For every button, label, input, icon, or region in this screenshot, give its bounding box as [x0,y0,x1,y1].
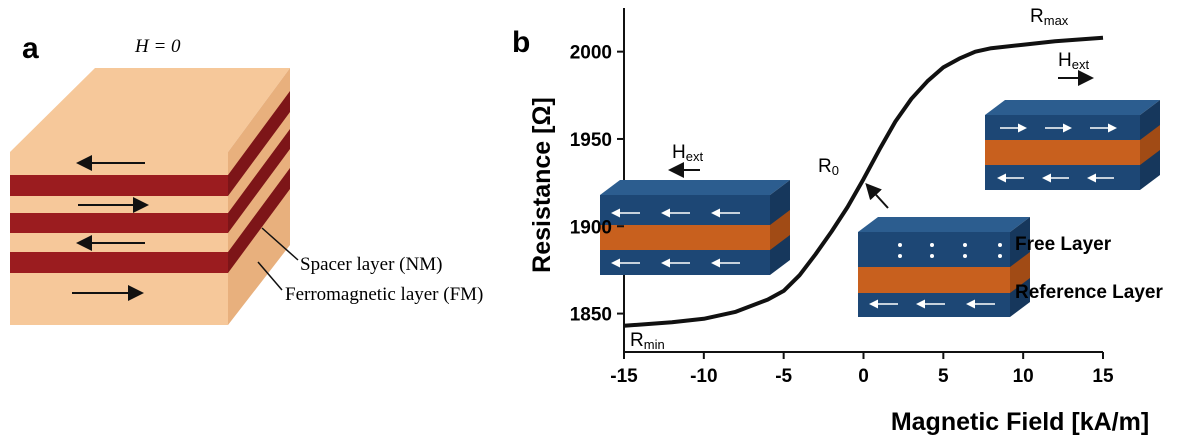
panel-label: a [22,32,39,65]
annotation: Reference Layer [1015,282,1163,303]
x-tick-label: 15 [1092,366,1114,387]
annotation: Rmin [630,330,665,352]
panel-label: b [512,26,530,59]
spacer-label: Spacer layer (NM) [300,254,442,275]
y-tick-label: 1850 [570,305,612,326]
x-axis-title: Magnetic Field [kA/m] [891,408,1149,436]
x-tick-label: 10 [1013,366,1034,387]
inset-left [600,170,790,275]
annotation: Hext [1058,50,1089,72]
inset-right [985,78,1160,190]
annotation: Hext [672,142,703,164]
annotation: Free Layer [1015,234,1112,255]
y-tick-label: 2000 [570,43,612,64]
annotation: Rmax [1030,6,1069,28]
y-axis-title: Resistance [Ω] [528,97,556,273]
layer-stack [10,68,298,325]
y-tick-label: 1950 [570,130,612,151]
x-tick-label: -5 [775,366,792,387]
y-tick-label: 1900 [570,217,612,238]
annotation: R0 [818,156,839,178]
field-label: H = 0 [134,36,181,57]
ferro-label: Ferromagnetic layer (FM) [285,284,483,305]
x-tick-label: 5 [938,366,949,387]
x-tick-label: -15 [610,366,638,387]
figure: a H = 0 Spacer layer (NM) Ferromagnetic … [0,0,1189,441]
x-tick-label: -10 [690,366,717,387]
x-tick-label: 0 [858,366,869,387]
inset-center [858,186,1030,317]
